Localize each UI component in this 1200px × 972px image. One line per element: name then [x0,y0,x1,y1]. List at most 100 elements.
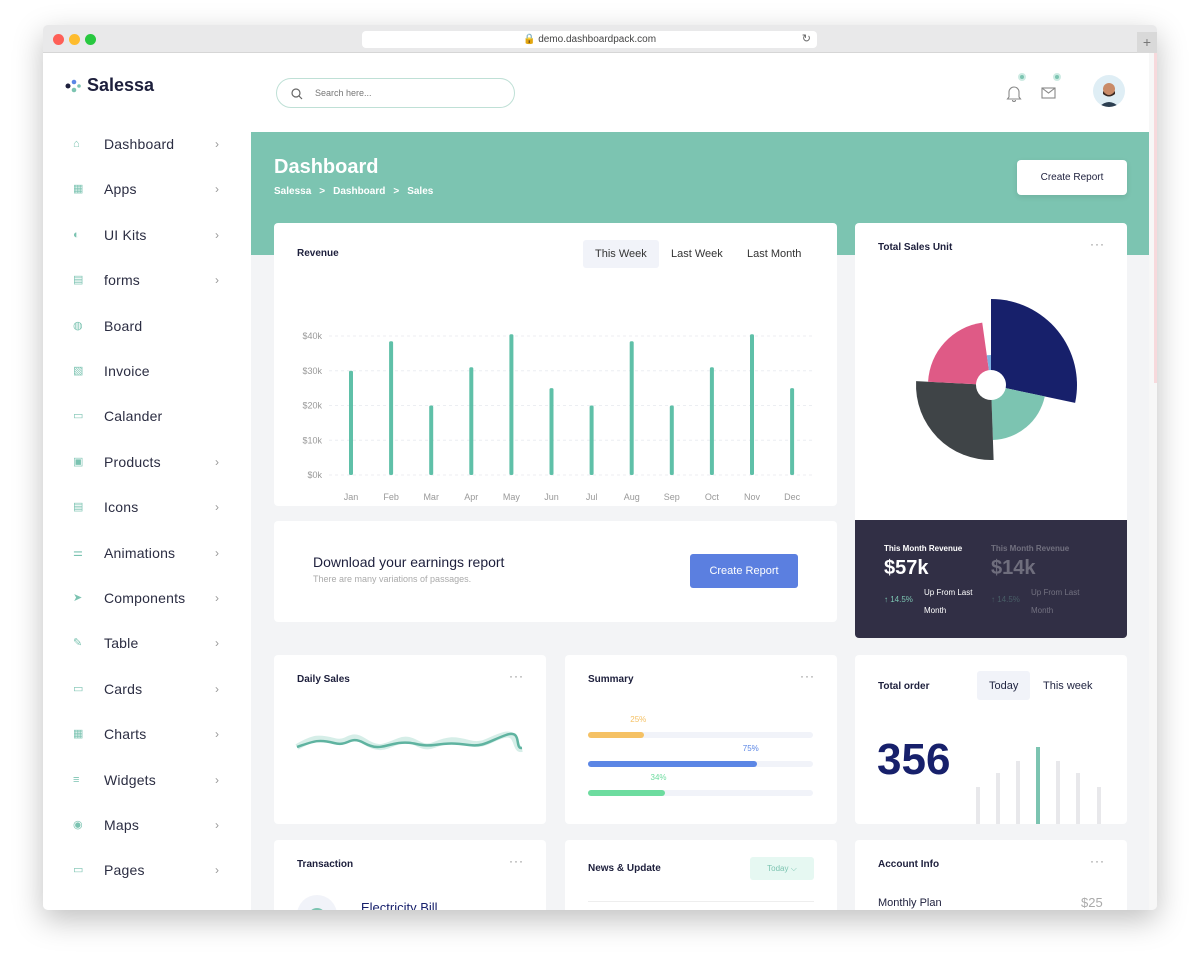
sidebar-item-label: Calander [104,408,163,425]
stat-note: Up From Last Month [924,588,973,615]
create-report-button[interactable]: Create Report [1017,160,1127,195]
chevron-right-icon: › [215,591,219,605]
more-options-icon[interactable]: ··· [509,854,524,868]
breadcrumb: Salessa > Dashboard > Sales [274,186,433,197]
revenue-bar[interactable] [750,334,754,475]
animation-icon: ⚌ [73,546,83,559]
order-bar [1097,787,1101,824]
breadcrumb-salessa[interactable]: Salessa [274,186,312,197]
address-bar[interactable]: 🔒 demo.dashboardpack.com ↻ [362,31,817,48]
mail-badge [1053,73,1061,81]
page-title: Dashboard [274,156,379,178]
polar-segment[interactable] [991,299,1077,403]
y-tick-label: $0k [307,470,322,480]
polar-segment[interactable] [916,381,994,460]
more-options-icon[interactable]: ··· [800,669,815,683]
contrast-icon: ◐ [73,228,80,241]
new-tab-button[interactable]: + [1137,32,1157,53]
card-title: Revenue [297,248,339,259]
progress-track [588,790,813,796]
sidebar-item-label: Icons [104,499,139,516]
sidebar-item-label: Animations [104,544,176,561]
avatar[interactable] [1093,75,1125,107]
sidebar-item-table[interactable]: ✎ Table › [43,628,251,658]
revenue-stats-panel: This Month Revenue $57k ↑ 14.5% Up From … [855,520,1127,638]
polar-segment[interactable] [991,385,1045,440]
reload-icon[interactable]: ↻ [801,33,811,45]
news-filter-dropdown[interactable]: Today ⌵ [750,857,814,880]
sidebar-item-board[interactable]: ◍ Board [43,311,251,341]
stat-label: This Month Revenue [991,544,1070,553]
logo[interactable]: Salessa [65,75,154,96]
revenue-bar[interactable] [389,341,394,475]
sidebar-item-pages[interactable]: ▭ Pages › [43,855,251,885]
daily-sales-card: Daily Sales ··· [274,655,546,824]
revenue-bar[interactable] [549,388,554,475]
x-tick-label: Jun [544,492,559,502]
breadcrumb-separator: > [319,186,326,197]
progress-track [588,732,813,738]
sidebar-item-maps[interactable]: ◉ Maps › [43,810,251,840]
more-options-icon[interactable]: ··· [1090,854,1105,868]
sidebar-item-charts[interactable]: ▦ Charts › [43,719,251,749]
sidebar-item-cards[interactable]: ▭ Cards › [43,674,251,704]
divider [588,901,814,902]
polar-center [976,370,1006,400]
revenue-bar[interactable] [669,405,674,476]
board-icon: ◍ [73,319,83,332]
revenue-bar[interactable] [469,367,474,475]
top-bar: Search here... [251,53,1149,132]
sidebar-item-widgets[interactable]: ≡ Widgets › [43,765,251,795]
revenue-bar[interactable] [429,405,434,476]
close-window-button[interactable] [53,34,64,45]
y-tick-label: $40k [302,331,322,341]
revenue-bar[interactable] [790,388,795,475]
search-icon [291,88,303,100]
mail-icon[interactable] [1041,87,1057,99]
sidebar-item-products[interactable]: ▣ Products › [43,447,251,477]
sidebar-item-animations[interactable]: ⚌ Animations › [43,538,251,568]
x-tick-label: Jul [586,492,598,502]
plan-price: $25 [1081,895,1103,910]
sidebar-item-forms[interactable]: ▤ forms › [43,265,251,295]
sidebar-item-calander[interactable]: ▭ Calander [43,401,251,431]
more-options-icon[interactable]: ··· [1090,237,1105,251]
breadcrumb-separator: > [393,186,400,197]
sidebar-item-invoice[interactable]: ▧ Invoice [43,356,251,386]
scrollbar[interactable] [1149,53,1157,910]
breadcrumb-dashboard[interactable]: Dashboard [333,186,386,197]
sidebar-item-components[interactable]: ➤ Components › [43,583,251,613]
maximize-window-button[interactable] [85,34,96,45]
tab-this-week[interactable]: This Week [595,248,647,260]
transaction-item-title[interactable]: Electricity Bill [361,900,438,910]
sidebar-item-dashboard[interactable]: ⌂ Dashboard › [43,129,251,159]
revenue-bar[interactable] [589,405,594,476]
revenue-bar[interactable] [709,367,714,475]
tab-last-week[interactable]: Last Week [671,248,723,260]
revenue-bar[interactable] [349,370,353,475]
more-options-icon[interactable]: ··· [509,669,524,683]
tab-this-week[interactable]: This week [1043,680,1093,692]
sidebar-item-ui-kits[interactable]: ◐ UI Kits › [43,220,251,250]
sidebar-item-label: Board [104,317,143,334]
tab-last-month[interactable]: Last Month [747,248,802,260]
revenue-bar[interactable] [509,334,514,475]
stat-note: Up From Last Month [1031,588,1080,615]
progress-fill [588,761,757,767]
create-report-button-secondary[interactable]: Create Report [690,554,798,588]
polar-segment[interactable] [928,322,991,385]
bell-icon[interactable] [1006,84,1022,102]
chevron-right-icon: › [215,500,219,515]
sidebar-item-apps[interactable]: ▦ Apps › [43,174,251,204]
chevron-right-icon: › [215,182,219,197]
sidebar-item-label: Apps [104,181,137,198]
sidebar-item-icons[interactable]: ▤ Icons › [43,492,251,522]
tab-today[interactable]: Today [989,680,1019,692]
order-bar [976,787,980,824]
brand-name: Salessa [87,75,155,95]
search-input[interactable]: Search here... [276,78,515,108]
table-icon: ✎ [73,637,83,650]
minimize-window-button[interactable] [69,34,80,45]
sidebar-item-label: Table [104,635,139,652]
revenue-bar[interactable] [629,341,634,475]
